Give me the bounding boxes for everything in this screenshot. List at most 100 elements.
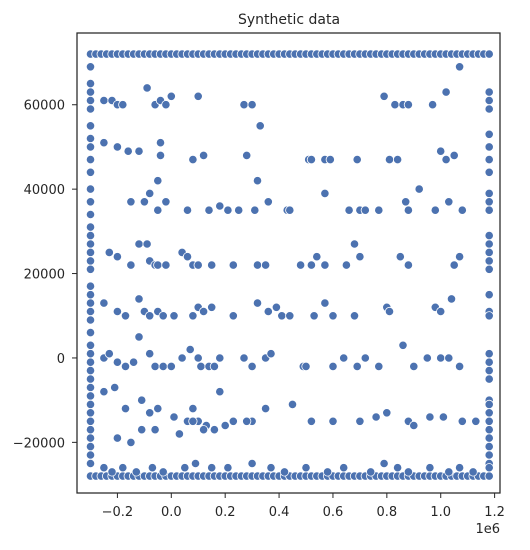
data-point [403,467,413,477]
y-tick-label: −20000 [13,436,65,451]
data-point [85,104,96,114]
data-point [174,429,184,439]
data-point [161,197,171,207]
data-point [188,155,198,165]
data-point [223,463,233,473]
data-point [85,155,96,165]
data-point [403,205,413,215]
scatter-points [85,49,494,481]
data-point [188,311,198,321]
data-point [166,91,176,101]
data-point [392,155,403,165]
data-point [384,155,395,165]
data-point [85,62,96,72]
data-point [484,357,494,367]
data-point [312,252,322,262]
x-axis-offset-label: 1e6 [475,522,500,537]
data-point [425,463,435,473]
data-point [444,353,454,363]
data-point [85,95,96,106]
data-point [193,260,203,270]
data-point [430,205,440,215]
data-point [484,239,494,249]
data-point [85,433,96,443]
data-point [266,349,276,359]
data-point [266,463,276,473]
x-axis: −0.2 0.0 0.2 0.4 0.6 0.8 1.0 1.2 [102,493,505,520]
data-point [409,361,419,371]
data-point [85,340,96,350]
data-point [134,332,144,342]
data-point [449,150,459,160]
data-point [484,256,494,266]
data-point [457,416,467,426]
data-point [139,197,149,207]
data-point [309,311,319,321]
data-point [153,260,163,270]
data-point [484,290,494,300]
data-point [484,167,494,177]
data-point [484,231,494,241]
data-point [403,100,413,110]
data-point [484,425,494,435]
data-point [260,260,271,270]
data-point [484,197,494,207]
data-point [153,205,163,215]
data-point [155,138,166,148]
data-point [209,361,219,371]
data-point [239,353,249,363]
data-point [188,403,198,414]
data-point [118,463,128,473]
data-point [180,463,190,473]
data-point [120,361,131,371]
data-point [185,344,195,355]
data-point [444,197,454,207]
data-point [352,361,362,371]
data-point [484,374,494,384]
data-point [484,87,494,97]
data-point [484,471,494,481]
data-point [484,188,494,198]
data-point [112,357,123,367]
data-point [158,361,168,371]
data-point [446,294,457,304]
data-point [169,412,179,422]
data-point [471,416,481,426]
data-point [403,260,413,270]
data-point [85,256,96,266]
x-tick-label: 0.4 [269,505,290,520]
data-point [484,399,494,409]
data-point [484,104,494,114]
data-point [395,252,405,262]
data-point [279,467,290,477]
data-point [209,425,219,435]
data-point [107,467,117,477]
data-point [215,353,225,363]
data-point [263,197,273,207]
data-point [301,361,311,371]
data-point [295,260,306,270]
data-point [379,458,389,469]
data-point [223,205,233,215]
data-point [341,260,351,270]
data-point [228,260,238,270]
data-point [425,412,435,422]
data-point [85,357,96,367]
data-point [137,425,147,435]
data-point [409,420,419,431]
data-point [85,349,96,359]
data-point [484,311,494,321]
data-point [134,146,144,156]
data-point [145,188,155,198]
data-point [85,399,96,409]
data-point [196,361,206,371]
data-point [85,290,96,300]
data-point [145,408,155,418]
data-point [277,311,287,321]
data-point [85,167,96,177]
data-point [177,353,187,363]
data-point [220,420,230,431]
data-point [242,150,252,160]
data-point [85,458,96,469]
data-point [306,416,316,426]
